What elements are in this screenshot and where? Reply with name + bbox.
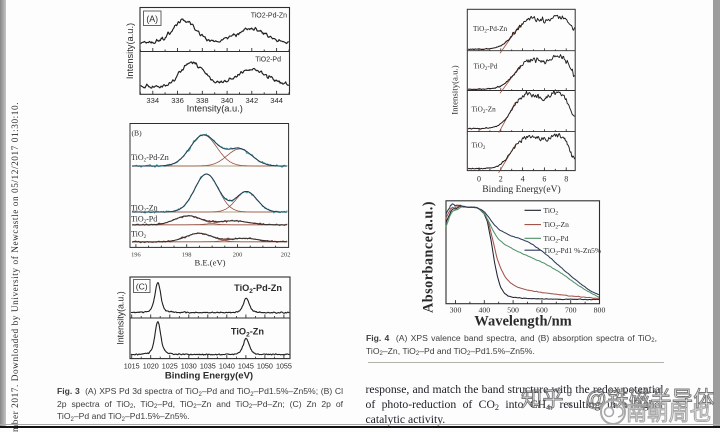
- svg-text:1050: 1050: [257, 362, 273, 371]
- svg-text:800: 800: [594, 306, 606, 315]
- svg-text:600: 600: [536, 306, 548, 315]
- svg-text:200: 200: [233, 252, 243, 259]
- svg-text:1015: 1015: [124, 362, 140, 371]
- svg-text:1030: 1030: [181, 362, 197, 371]
- svg-text:TiO2-Pd-Zn: TiO2-Pd-Zn: [251, 13, 287, 20]
- svg-text:2: 2: [499, 175, 503, 184]
- svg-text:8: 8: [564, 175, 568, 184]
- svg-text:TiO2-Pd: TiO2-Pd: [544, 234, 569, 245]
- svg-text:300: 300: [450, 306, 462, 315]
- svg-text:Intensity(a.u.): Intensity(a.u.): [450, 65, 460, 114]
- svg-text:TiO2-Zn: TiO2-Zn: [472, 106, 497, 116]
- svg-text:TiO2-Pd-Zn: TiO2-Pd-Zn: [234, 283, 282, 295]
- svg-text:1035: 1035: [200, 362, 216, 371]
- svg-text:1045: 1045: [238, 362, 254, 371]
- svg-text:1055: 1055: [276, 362, 292, 371]
- svg-text:344: 344: [270, 96, 283, 105]
- svg-text:0: 0: [477, 175, 481, 184]
- svg-text:1020: 1020: [143, 362, 159, 371]
- svg-text:Wavelength/nm: Wavelength/nm: [474, 314, 571, 330]
- svg-text:TiO2-Zn: TiO2-Zn: [544, 220, 570, 231]
- svg-text:338: 338: [196, 96, 209, 105]
- svg-text:TiO2-Pd: TiO2-Pd: [255, 57, 281, 64]
- svg-text:700: 700: [565, 306, 577, 315]
- svg-text:TiO2: TiO2: [131, 230, 147, 241]
- svg-text:TiO2: TiO2: [472, 142, 486, 152]
- svg-text:Binding Energy(eV): Binding Energy(eV): [165, 371, 253, 382]
- svg-text:B.E.(eV): B.E.(eV): [194, 258, 225, 268]
- svg-text:TiO2-Pd-Zn: TiO2-Pd-Zn: [131, 153, 169, 164]
- svg-text:500: 500: [507, 306, 519, 315]
- svg-text:4: 4: [521, 175, 525, 184]
- svg-text:(A): (A): [146, 14, 158, 24]
- svg-text:Intensity(a.u.): Intensity(a.u.): [187, 104, 243, 114]
- svg-text:342: 342: [246, 96, 259, 105]
- svg-text:TiO2-Pd: TiO2-Pd: [131, 215, 157, 226]
- svg-text:(B): (B): [132, 129, 143, 138]
- svg-text:TiO2-Zn: TiO2-Zn: [231, 327, 264, 339]
- svg-text:202: 202: [281, 252, 291, 259]
- svg-text:Binding Energy(eV): Binding Energy(eV): [482, 184, 560, 195]
- svg-text:TiO2: TiO2: [544, 206, 559, 217]
- svg-text:(C): (C): [136, 281, 148, 291]
- svg-text:336: 336: [171, 96, 184, 105]
- svg-text:TiO2-Zn: TiO2-Zn: [131, 204, 158, 215]
- svg-text:334: 334: [146, 96, 159, 105]
- svg-text:340: 340: [221, 96, 234, 105]
- svg-text:1025: 1025: [162, 362, 178, 371]
- svg-text:Intensity(a.u.): Intensity(a.u.): [125, 23, 135, 79]
- svg-text:400: 400: [478, 306, 490, 315]
- svg-text:Absorbance(a.u.): Absorbance(a.u.): [421, 201, 437, 313]
- svg-text:1040: 1040: [219, 362, 235, 371]
- svg-text:196: 196: [131, 252, 141, 259]
- svg-text:198: 198: [182, 252, 192, 259]
- svg-text:TiO2-Pd: TiO2-Pd: [474, 63, 498, 73]
- svg-text:6: 6: [542, 175, 546, 184]
- svg-text:Intensity(a.u.): Intensity(a.u.): [116, 291, 126, 344]
- svg-text:TiO2-Pd1 %-Zn5%: TiO2-Pd1 %-Zn5%: [544, 246, 602, 256]
- svg-text:TiO2-Pd-Zn: TiO2-Pd-Zn: [473, 25, 508, 35]
